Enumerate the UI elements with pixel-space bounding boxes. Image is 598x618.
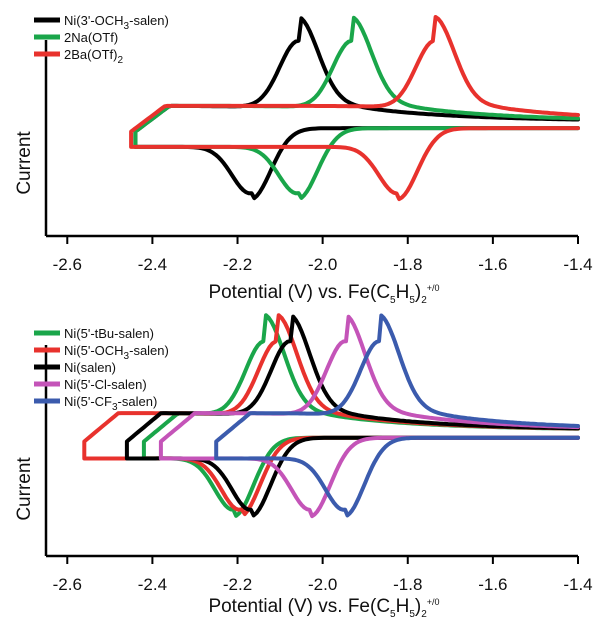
legend-entry: Ni(5'-OCH3-salen) [64, 343, 169, 362]
x-tick-label: -2.0 [308, 255, 337, 274]
legend-entry: Ni(5'-Cl-salen) [64, 377, 147, 392]
cv-trace-1-3 [129, 15, 580, 202]
legend-entry: Ni(5'-tBu-salen) [64, 326, 154, 341]
x-tick-label: -2.0 [308, 575, 337, 594]
x-tick-label: -2.4 [138, 255, 167, 274]
x-tick-label: -1.8 [393, 255, 422, 274]
legend-entry: 2Na(OTf) [64, 30, 118, 45]
x-tick-label: -1.4 [563, 255, 592, 274]
y-axis-label: Current [14, 131, 35, 195]
x-tick-label: -1.6 [478, 575, 507, 594]
x-tick-label: -2.2 [223, 255, 252, 274]
legend-entry: Ni(3'-OCH3-salen) [64, 13, 169, 32]
x-tick-label: -2.4 [138, 575, 167, 594]
chart-panel-2: -2.6 -2.4 -2.2 -2.0 -1.8 -1.6 -1.4 Potential (V… [14, 313, 593, 618]
cv-trace-2-5 [214, 313, 580, 518]
legend-entry: Ni(salen) [64, 360, 116, 375]
legend-entry: Ni(5'-CF3-salen) [64, 394, 157, 413]
x-axis-label: Potential (V) vs. Fe(C5H5)2+/0 [208, 282, 439, 306]
x-tick-label: -1.6 [478, 255, 507, 274]
x-axis-label: Potential (V) vs. Fe(C5H5)2+/0 [208, 596, 439, 618]
x-tick-label: -2.6 [53, 255, 82, 274]
cv-trace-1-2 [133, 15, 580, 200]
y-axis-label: Current [14, 457, 35, 521]
x-tick-label: -2.2 [223, 575, 252, 594]
x-tick-label: -2.6 [53, 575, 82, 594]
x-tick-label: -1.4 [563, 575, 592, 594]
x-tick-label: -1.8 [393, 575, 422, 594]
legend-entry: 2Ba(OTf)2 [64, 47, 123, 66]
chart-panel-1: -2.6 -2.4 -2.2 -2.0 -1.8 -1.6 -1.4 Potential (V… [14, 13, 593, 306]
